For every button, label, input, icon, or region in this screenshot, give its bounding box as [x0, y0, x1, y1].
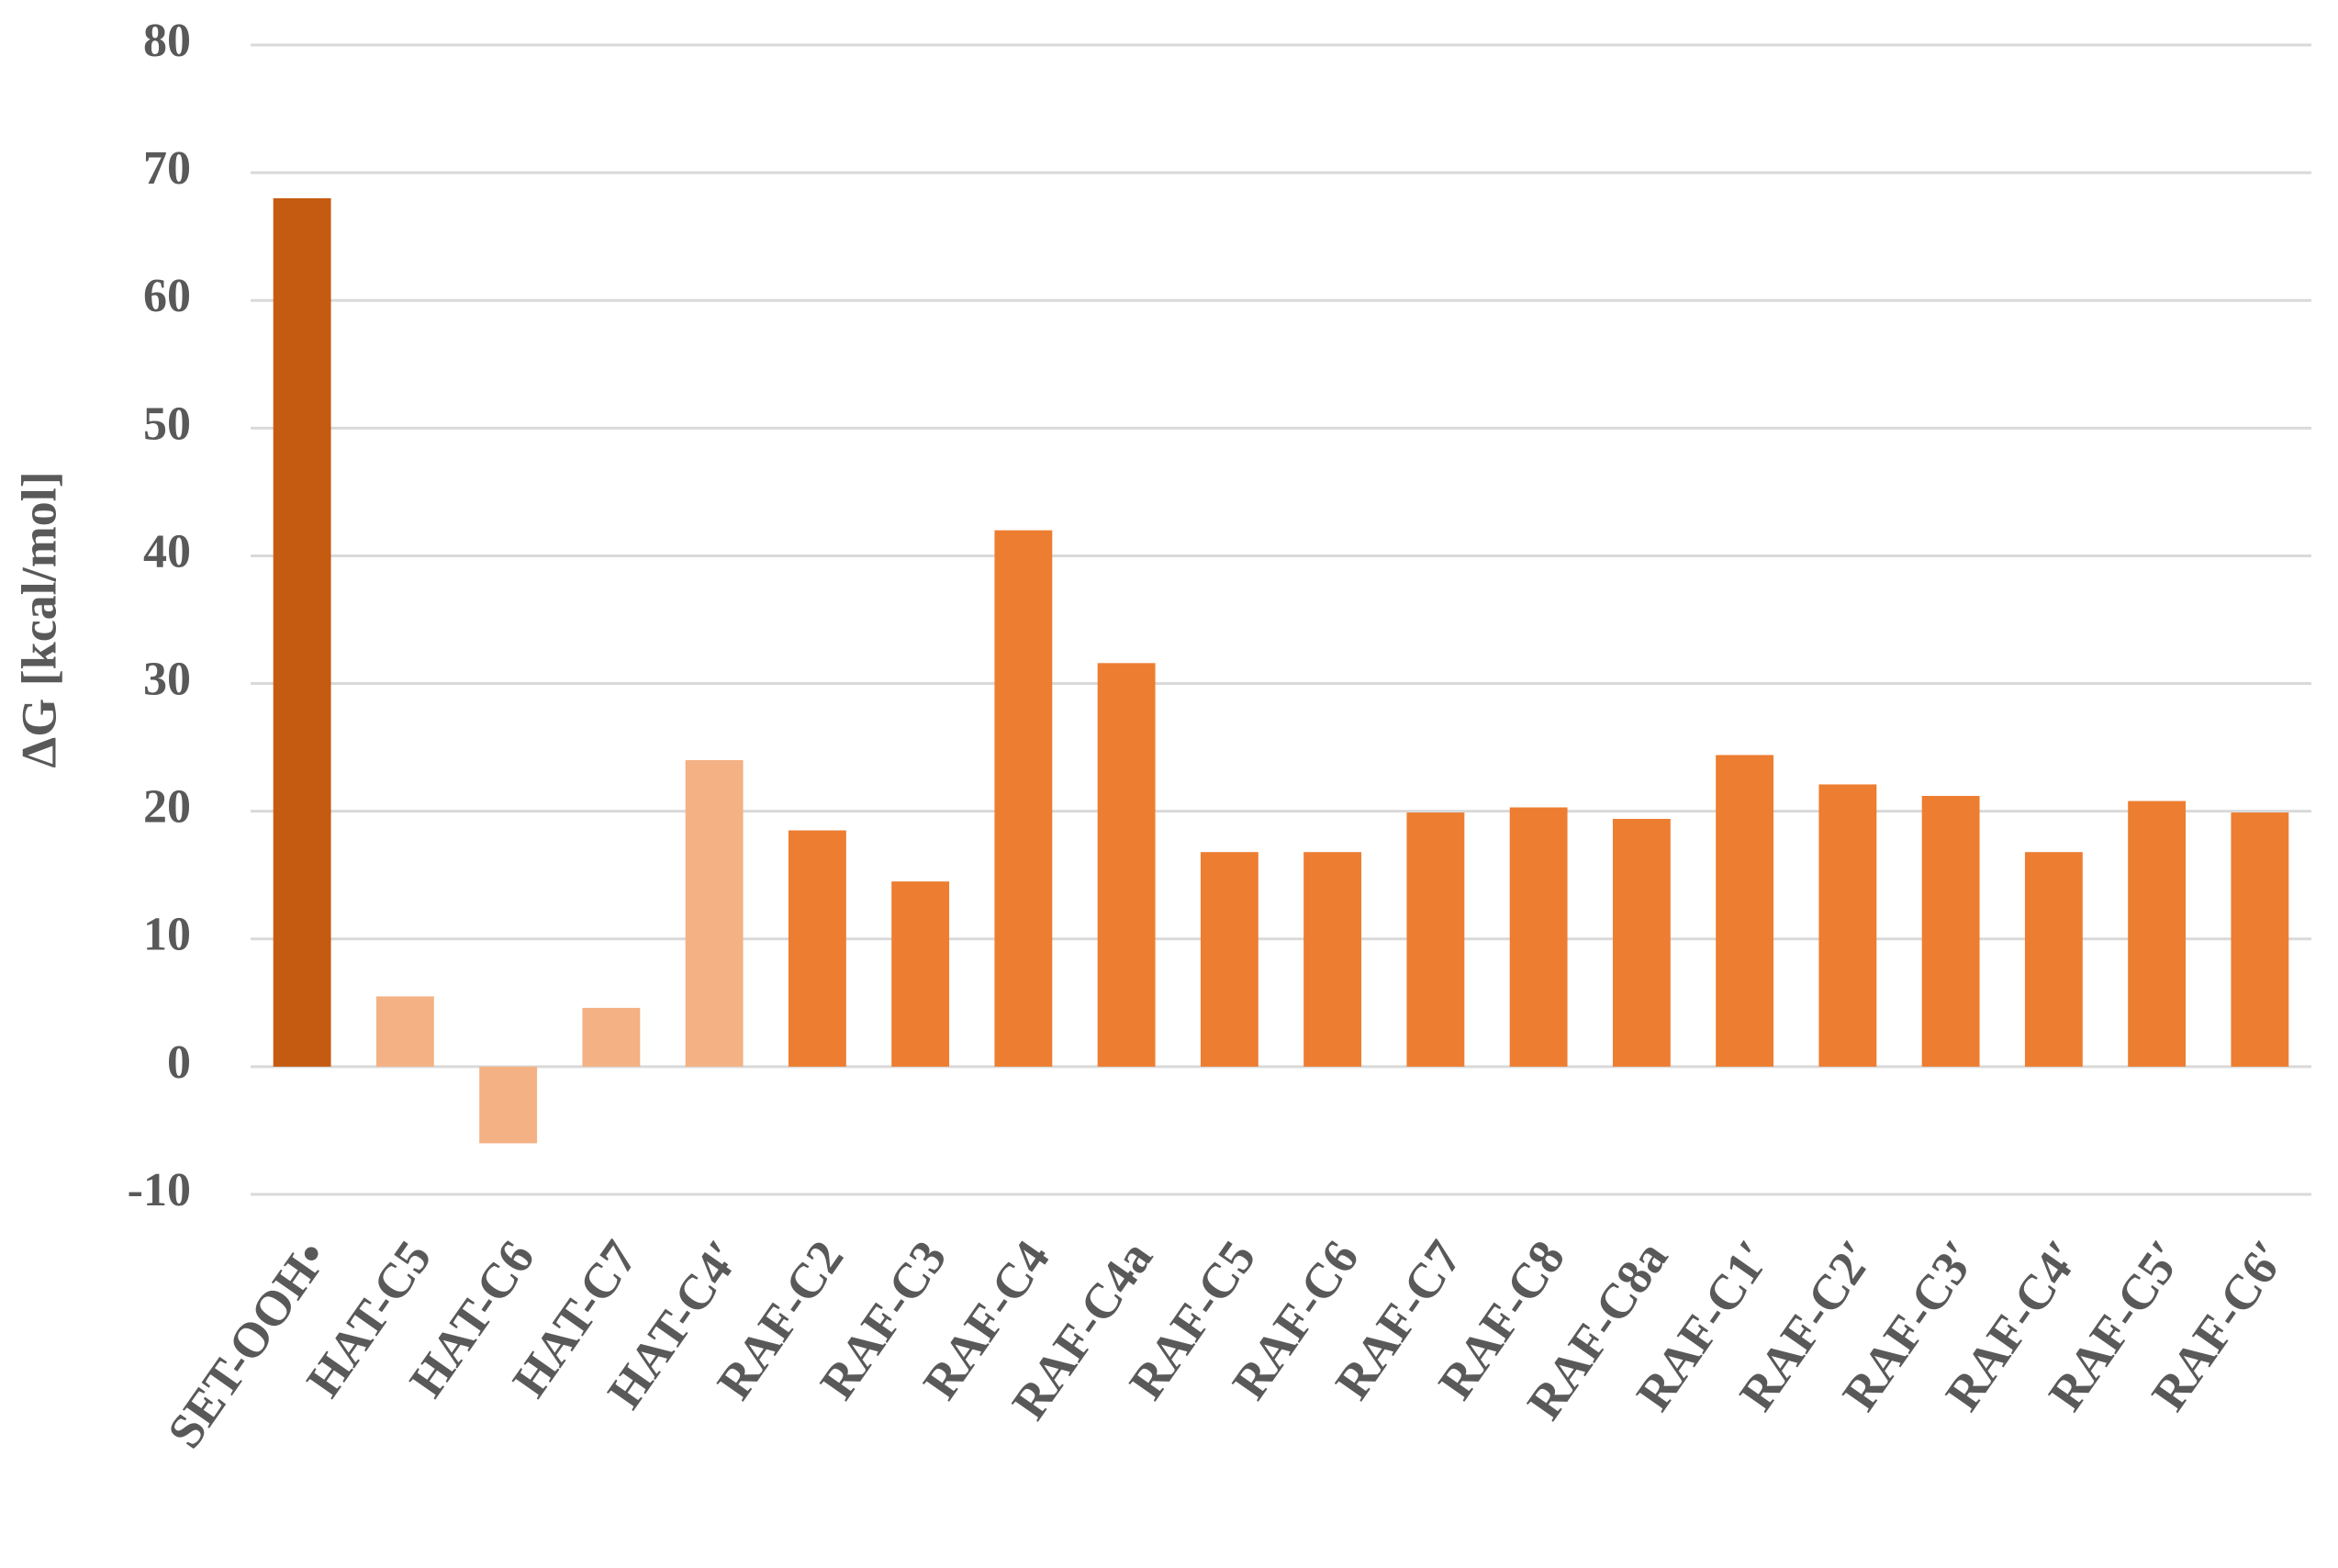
- y-tick-label: 0: [167, 1036, 191, 1089]
- bar: [2231, 812, 2289, 1067]
- y-tick-label: 30: [143, 653, 191, 705]
- bar: [375, 996, 434, 1067]
- bar: [2128, 801, 2187, 1067]
- y-axis-title: ΔG [kcal/mol]: [11, 471, 66, 767]
- bar: [273, 197, 331, 1067]
- bar: [1406, 812, 1465, 1067]
- bar: [788, 830, 846, 1067]
- y-tick-label: 20: [143, 781, 191, 834]
- bar: [1097, 663, 1156, 1067]
- bar: [1303, 852, 1362, 1067]
- bar: [685, 760, 744, 1067]
- bar: [479, 1066, 538, 1144]
- bar: [891, 881, 950, 1067]
- y-tick-label: -10: [128, 1164, 191, 1216]
- y-tick-label: 70: [143, 142, 191, 195]
- y-tick-label: 80: [143, 15, 191, 67]
- y-tick-label: 40: [143, 525, 191, 577]
- bar: [1818, 784, 1877, 1067]
- bar: [1921, 795, 1980, 1067]
- bar: [1612, 819, 1671, 1067]
- y-tick-label: 50: [143, 398, 191, 450]
- bar: [1716, 755, 1774, 1067]
- bar: [582, 1007, 641, 1067]
- bar: [1509, 807, 1568, 1067]
- bar: [2024, 852, 2083, 1067]
- x-tick-label: SET-OOH•: [157, 1231, 339, 1458]
- y-tick-label: 10: [143, 909, 191, 961]
- y-tick-label: 60: [143, 270, 191, 322]
- bar: [994, 530, 1053, 1067]
- bar: [1200, 852, 1258, 1067]
